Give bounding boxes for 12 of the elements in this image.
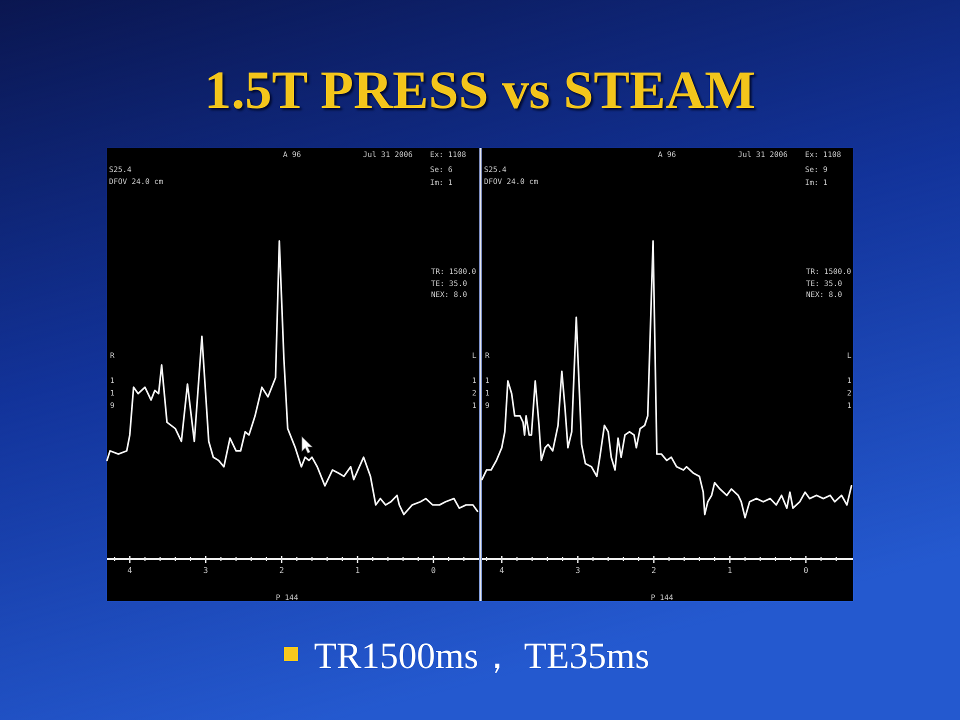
x-tick-label: 0 (431, 566, 436, 575)
x-tick-label: 4 (127, 566, 132, 575)
x-tick-label: 1 (727, 566, 732, 575)
text: 1.5T PRESS vs STEAM (204, 60, 756, 120)
x-tick-label: 3 (203, 566, 208, 575)
x-tick-label: 2 (279, 566, 284, 575)
text: TR1500ms， TE35ms (314, 636, 650, 677)
x-tick-label: 3 (575, 566, 580, 575)
x-tick-label: 2 (651, 566, 656, 575)
x-tick-label: 1 (355, 566, 360, 575)
x-tick-label: 4 (499, 566, 504, 575)
x-tick-label: 0 (803, 566, 808, 575)
